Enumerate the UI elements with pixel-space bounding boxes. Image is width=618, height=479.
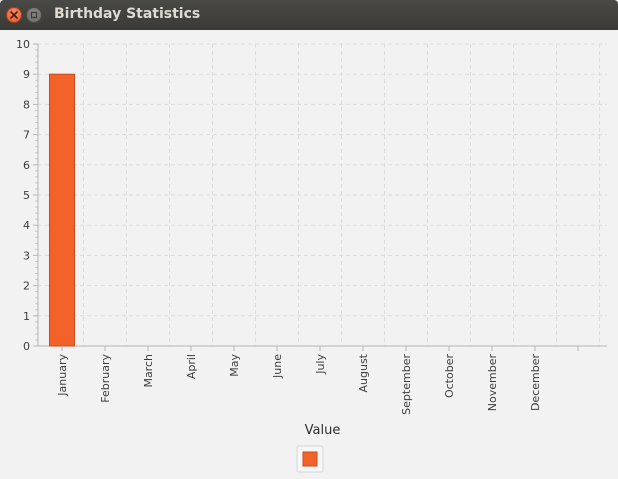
window-title: Birthday Statistics [54, 6, 201, 22]
x-tick-label: December [529, 354, 542, 412]
y-tick-label: 5 [23, 189, 30, 202]
legend-swatch [302, 451, 318, 467]
chart-area: 0 1 2 3 4 5 6 7 8 9 10 January February March April May… [0, 30, 618, 475]
x-tick-label: March [142, 354, 155, 388]
x-tick-label: May [228, 354, 241, 377]
x-tick-label: January [56, 354, 69, 397]
minimize-button[interactable] [26, 7, 42, 23]
x-tick-label: June [271, 354, 284, 379]
close-button[interactable] [6, 7, 22, 23]
minimize-icon [30, 11, 38, 19]
y-tick-label: 1 [23, 310, 30, 323]
x-tick-label: October [443, 354, 456, 398]
bar-january [49, 73, 75, 347]
x-axis-title: Value [305, 423, 341, 438]
x-tick-label: August [357, 353, 370, 392]
x-tick-label: April [185, 354, 198, 379]
y-tick-label: 9 [23, 68, 30, 81]
y-tick-label: 10 [16, 38, 30, 51]
title-bar: Birthday Statistics [0, 0, 618, 30]
close-icon [10, 11, 18, 19]
x-tick-label: September [400, 354, 413, 415]
y-tick-label: 3 [23, 249, 30, 262]
y-tick-label: 2 [23, 280, 30, 293]
y-tick-label: 6 [23, 159, 30, 172]
y-tick-label: 8 [23, 98, 30, 111]
y-tick-label: 7 [23, 129, 30, 142]
x-tick-label: July [314, 354, 327, 375]
y-tick-label: 4 [23, 219, 30, 232]
y-tick-label: 0 [23, 340, 30, 353]
x-tick-label: February [99, 354, 112, 403]
x-tick-label: November [486, 354, 499, 412]
bar-chart: 0 1 2 3 4 5 6 7 8 9 10 January February March April May… [16, 38, 607, 473]
